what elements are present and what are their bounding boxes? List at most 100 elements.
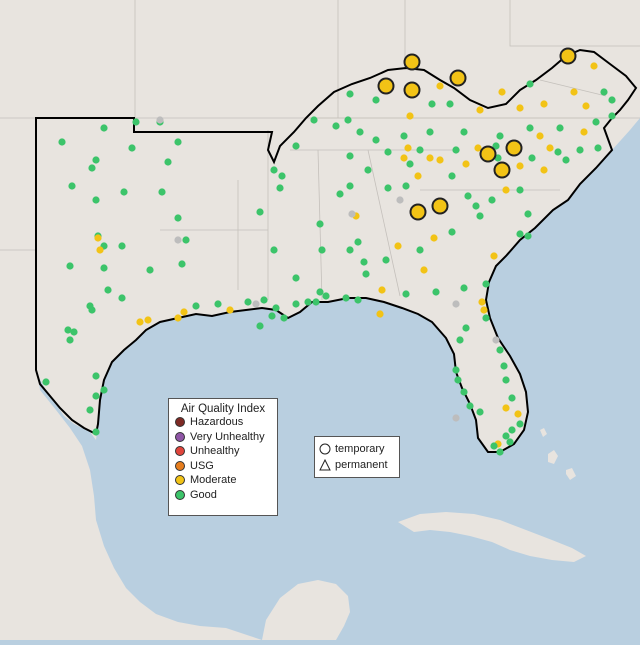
station-marker-good[interactable] [524, 232, 532, 240]
station-marker-moderate[interactable] [540, 100, 548, 108]
station-marker-good[interactable] [316, 288, 324, 296]
station-marker-good[interactable] [66, 336, 74, 344]
station-marker-good[interactable] [482, 280, 490, 288]
station-marker-moderate[interactable] [226, 306, 234, 314]
station-marker-good[interactable] [322, 292, 330, 300]
station-marker-moderate[interactable] [590, 62, 598, 70]
station-marker-good[interactable] [416, 146, 424, 154]
station-marker-good[interactable] [68, 182, 76, 190]
station-marker-good[interactable] [508, 394, 516, 402]
station-marker-good[interactable] [508, 426, 516, 434]
station-marker-good[interactable] [460, 388, 468, 396]
station-marker-moderate[interactable] [580, 128, 588, 136]
station-marker-moderate[interactable] [426, 154, 434, 162]
station-marker-good[interactable] [482, 314, 490, 322]
station-marker-moderate[interactable] [502, 186, 510, 194]
station-marker-good[interactable] [496, 132, 504, 140]
station-marker-good[interactable] [120, 188, 128, 196]
station-marker-good[interactable] [384, 184, 392, 192]
station-marker-moderate[interactable] [582, 102, 590, 110]
station-marker-good[interactable] [92, 372, 100, 380]
station-marker-moderate[interactable] [394, 242, 402, 250]
station-marker-good[interactable] [174, 214, 182, 222]
station-marker-moderate[interactable] [174, 314, 182, 322]
station-marker-good[interactable] [92, 392, 100, 400]
station-marker-good[interactable] [446, 100, 454, 108]
station-marker-moderate[interactable] [94, 234, 102, 242]
station-marker-good[interactable] [372, 136, 380, 144]
station-marker-good[interactable] [516, 230, 524, 238]
station-marker-good[interactable] [372, 96, 380, 104]
station-marker-good[interactable] [346, 246, 354, 254]
station-marker-good[interactable] [104, 286, 112, 294]
station-marker-good[interactable] [476, 212, 484, 220]
station-marker-moderate[interactable] [516, 162, 524, 170]
station-marker-moderate[interactable] [96, 246, 104, 254]
station-marker-temporary-moderate[interactable] [559, 47, 577, 65]
station-marker-good[interactable] [316, 220, 324, 228]
station-marker-good[interactable] [416, 246, 424, 254]
station-marker-temporary-moderate[interactable] [479, 145, 497, 163]
station-marker-good[interactable] [460, 284, 468, 292]
station-marker-good[interactable] [64, 326, 72, 334]
station-marker-moderate[interactable] [536, 132, 544, 140]
station-marker-good[interactable] [118, 242, 126, 250]
station-marker-good[interactable] [526, 124, 534, 132]
station-marker-good[interactable] [362, 270, 370, 278]
station-marker-good[interactable] [260, 296, 268, 304]
station-marker-good[interactable] [516, 186, 524, 194]
station-marker-good[interactable] [164, 158, 172, 166]
station-marker-good[interactable] [86, 406, 94, 414]
station-marker-good[interactable] [92, 196, 100, 204]
station-marker-moderate[interactable] [136, 318, 144, 326]
station-marker-moderate[interactable] [430, 234, 438, 242]
station-marker-good[interactable] [426, 128, 434, 136]
station-marker-good[interactable] [594, 144, 602, 152]
station-marker-good[interactable] [502, 376, 510, 384]
station-marker-good[interactable] [556, 124, 564, 132]
station-marker-good[interactable] [58, 138, 66, 146]
station-marker-good[interactable] [270, 166, 278, 174]
station-marker-no-data[interactable] [396, 196, 404, 204]
station-marker-good[interactable] [608, 112, 616, 120]
station-marker-good[interactable] [354, 296, 362, 304]
station-marker-moderate[interactable] [514, 410, 522, 418]
station-marker-good[interactable] [400, 132, 408, 140]
station-marker-good[interactable] [472, 202, 480, 210]
station-marker-good[interactable] [244, 298, 252, 306]
station-marker-good[interactable] [318, 246, 326, 254]
station-marker-good[interactable] [600, 88, 608, 96]
station-marker-good[interactable] [312, 298, 320, 306]
station-marker-moderate[interactable] [420, 266, 428, 274]
station-marker-good[interactable] [502, 432, 510, 440]
station-marker-good[interactable] [256, 208, 264, 216]
station-marker-good[interactable] [608, 96, 616, 104]
station-marker-good[interactable] [292, 274, 300, 282]
station-marker-good[interactable] [346, 152, 354, 160]
station-marker-moderate[interactable] [414, 172, 422, 180]
station-marker-moderate[interactable] [404, 144, 412, 152]
station-marker-good[interactable] [526, 80, 534, 88]
station-marker-good[interactable] [428, 100, 436, 108]
station-marker-good[interactable] [118, 294, 126, 302]
station-marker-good[interactable] [456, 336, 464, 344]
station-marker-moderate[interactable] [462, 160, 470, 168]
station-marker-good[interactable] [146, 266, 154, 274]
station-marker-good[interactable] [476, 408, 484, 416]
station-marker-good[interactable] [100, 386, 108, 394]
station-marker-good[interactable] [178, 260, 186, 268]
station-marker-moderate[interactable] [540, 166, 548, 174]
station-marker-moderate[interactable] [490, 252, 498, 260]
station-marker-good[interactable] [406, 160, 414, 168]
station-marker-good[interactable] [452, 146, 460, 154]
station-marker-temporary-moderate[interactable] [431, 197, 449, 215]
station-marker-temporary-moderate[interactable] [403, 53, 421, 71]
station-marker-temporary-moderate[interactable] [505, 139, 523, 157]
station-marker-good[interactable] [280, 314, 288, 322]
station-marker-good[interactable] [492, 142, 500, 150]
station-marker-good[interactable] [346, 182, 354, 190]
station-marker-good[interactable] [128, 144, 136, 152]
station-marker-moderate[interactable] [570, 88, 578, 96]
station-marker-no-data[interactable] [252, 300, 260, 308]
station-marker-good[interactable] [342, 294, 350, 302]
